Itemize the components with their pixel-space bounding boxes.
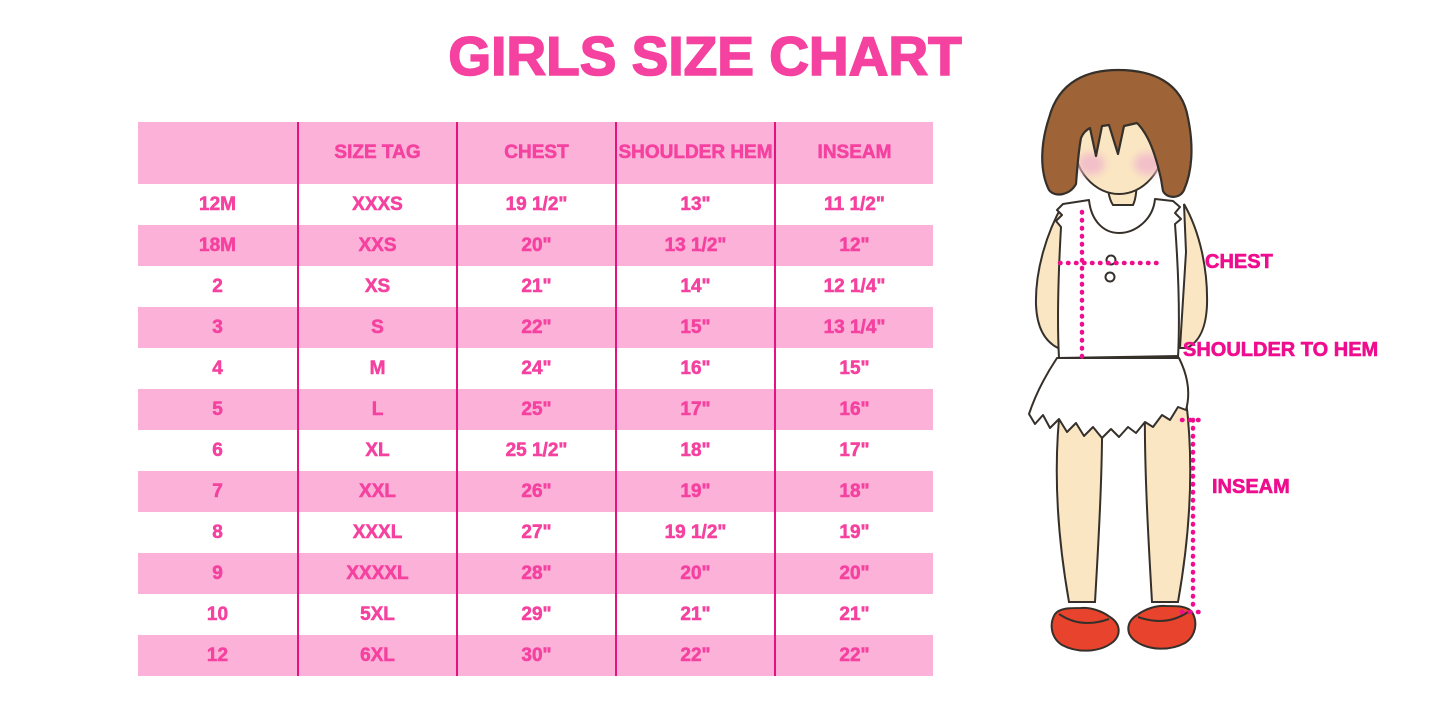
table-cell: 22" bbox=[774, 635, 933, 676]
table-cell: 17" bbox=[774, 430, 933, 471]
table-cell: 19" bbox=[615, 471, 774, 512]
table-cell: XXXXL bbox=[297, 553, 456, 594]
table-cell: 20" bbox=[456, 225, 615, 266]
table-header-row: SIZE TAG CHEST SHOULDER HEM INSEAM bbox=[138, 122, 933, 184]
inseam-label: INSEAM bbox=[1212, 476, 1290, 499]
table-cell: 21" bbox=[456, 266, 615, 307]
page-title: GIRLS SIZE CHART bbox=[448, 24, 963, 88]
table-row: 10 5XL 29" 21" 21" bbox=[138, 594, 933, 635]
table-cell: 19 1/2" bbox=[456, 184, 615, 225]
table-cell: 16" bbox=[774, 389, 933, 430]
table-cell: XXL bbox=[297, 471, 456, 512]
girl-illustration-wrap bbox=[1005, 52, 1435, 712]
table-row: 12M XXXS 19 1/2" 13" 11 1/2" bbox=[138, 184, 933, 225]
table-cell: 18" bbox=[774, 471, 933, 512]
table-cell: 3 bbox=[212, 316, 223, 338]
girl-shoe-left-strap bbox=[1058, 613, 1110, 624]
table-cell: 18" bbox=[615, 430, 774, 471]
table-cell: 17" bbox=[615, 389, 774, 430]
table-row: 8 XXXL 27" 19 1/2" 19" bbox=[138, 512, 933, 553]
table-cell: 6XL bbox=[297, 635, 456, 676]
table-cell: 6 bbox=[212, 439, 223, 461]
column-header bbox=[138, 122, 297, 184]
table-cell: 12M bbox=[199, 193, 237, 215]
table-cell: XXS bbox=[297, 225, 456, 266]
table-cell: 7 bbox=[212, 480, 223, 502]
table-cell: 25 1/2" bbox=[456, 430, 615, 471]
girl-shoe-left bbox=[1050, 606, 1120, 652]
table-cell: 10 bbox=[206, 603, 229, 625]
table-cell: 11 1/2" bbox=[774, 184, 933, 225]
table-cell: 5XL bbox=[297, 594, 456, 635]
table-cell: 20" bbox=[615, 553, 774, 594]
table-cell: 29" bbox=[456, 594, 615, 635]
table-cell: 8 bbox=[212, 521, 223, 543]
column-header: CHEST bbox=[456, 122, 615, 184]
table-row: 7 XXL 26" 19" 18" bbox=[138, 471, 933, 512]
table-cell: M bbox=[297, 348, 456, 389]
table-cell: 21" bbox=[774, 594, 933, 635]
table-cell: 16" bbox=[615, 348, 774, 389]
table-cell: 26" bbox=[456, 471, 615, 512]
table-cell: 12 1/4" bbox=[774, 266, 933, 307]
table-cell: 15" bbox=[615, 307, 774, 348]
table-cell: 13" bbox=[615, 184, 774, 225]
table-cell: 13 1/2" bbox=[615, 225, 774, 266]
table-cell: 22" bbox=[456, 307, 615, 348]
table-cell: 22" bbox=[615, 635, 774, 676]
table-cell: XXXL bbox=[297, 512, 456, 553]
column-header: SIZE TAG bbox=[297, 122, 456, 184]
table-cell: 15" bbox=[774, 348, 933, 389]
table-cell: XL bbox=[297, 430, 456, 471]
table-cell: 27" bbox=[456, 512, 615, 553]
girl-shoe-right-strap bbox=[1137, 611, 1189, 622]
column-header: INSEAM bbox=[774, 122, 933, 184]
table-cell: 28" bbox=[456, 553, 615, 594]
girl-shoe-right bbox=[1127, 604, 1197, 650]
girl-blush-left bbox=[1077, 153, 1105, 175]
girl-illustration bbox=[1028, 68, 1209, 652]
table-row: 12 6XL 30" 22" 22" bbox=[138, 635, 933, 676]
table-cell: 20" bbox=[774, 553, 933, 594]
table-cell: 21" bbox=[615, 594, 774, 635]
table-cell: L bbox=[297, 389, 456, 430]
column-header: SHOULDER HEM bbox=[615, 122, 774, 184]
girl-leg-right bbox=[1143, 399, 1192, 603]
table-row: 6 XL 25 1/2" 18" 17" bbox=[138, 430, 933, 471]
girl-arm-right bbox=[1178, 203, 1209, 349]
table-cell: 9 bbox=[212, 562, 223, 584]
table-row: 2 XS 21" 14" 12 1/4" bbox=[138, 266, 933, 307]
table-row: 9 XXXXL 28" 20" 20" bbox=[138, 553, 933, 594]
table-row: 4 M 24" 16" 15" bbox=[138, 348, 933, 389]
girl-skirt bbox=[1028, 357, 1190, 439]
shoulder-to-hem-label: SHOULDER TO HEM bbox=[1183, 339, 1379, 362]
girl-button-bottom bbox=[1104, 271, 1116, 283]
chest-label: CHEST bbox=[1205, 251, 1273, 274]
table-cell: 14" bbox=[615, 266, 774, 307]
table-cell: 24" bbox=[456, 348, 615, 389]
table-cell: 12" bbox=[774, 225, 933, 266]
table-cell: 30" bbox=[456, 635, 615, 676]
table-cell: 12 bbox=[206, 644, 229, 666]
girl-leg-left bbox=[1055, 399, 1104, 603]
table-row: 5 L 25" 17" 16" bbox=[138, 389, 933, 430]
size-chart-table: SIZE TAG CHEST SHOULDER HEM INSEAM 12M XXXS 19… bbox=[138, 122, 933, 676]
table-cell: 2 bbox=[212, 275, 223, 297]
table-cell: 19 1/2" bbox=[615, 512, 774, 553]
table-cell: 13 1/4" bbox=[774, 307, 933, 348]
table-row: 18M XXS 20" 13 1/2" 12" bbox=[138, 225, 933, 266]
girl-waist-seam bbox=[1056, 355, 1180, 359]
table-cell: 18M bbox=[199, 234, 237, 256]
table-cell: S bbox=[297, 307, 456, 348]
table-cell: XS bbox=[297, 266, 456, 307]
table-cell: 25" bbox=[456, 389, 615, 430]
girl-hair bbox=[1041, 68, 1193, 198]
table-row: 3 S 22" 15" 13 1/4" bbox=[138, 307, 933, 348]
table-cell: XXXS bbox=[297, 184, 456, 225]
girl-top bbox=[1055, 198, 1182, 359]
table-cell: 19" bbox=[774, 512, 933, 553]
table-cell: 4 bbox=[212, 357, 223, 379]
table-cell: 5 bbox=[212, 398, 223, 420]
